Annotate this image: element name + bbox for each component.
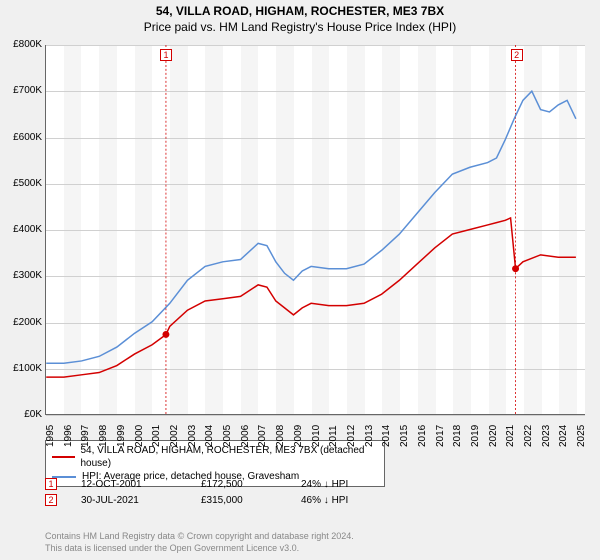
xtick-label: 1997	[80, 419, 91, 447]
xtick-label: 2021	[505, 419, 516, 447]
transaction-table: 1 12-OCT-2001£172,50024% ↓ HPI 2 30-JUL-202…	[45, 478, 401, 510]
ytick-label: £100K	[2, 363, 42, 374]
transaction-date: 30-JUL-2021	[81, 495, 201, 506]
title-area: 54, VILLA ROAD, HIGHAM, ROCHESTER, ME3 7…	[0, 0, 600, 36]
xtick-label: 2011	[328, 419, 339, 447]
chart-lines	[46, 45, 585, 414]
ytick-label: £700K	[2, 85, 42, 96]
ytick-label: £500K	[2, 178, 42, 189]
transaction-row: 1 12-OCT-2001£172,50024% ↓ HPI	[45, 478, 401, 490]
ytick-label: £800K	[2, 39, 42, 50]
xtick-label: 2000	[134, 419, 145, 447]
xtick-label: 2006	[240, 419, 251, 447]
xtick-label: 2005	[222, 419, 233, 447]
chart-subtitle: Price paid vs. HM Land Registry's House …	[0, 20, 600, 34]
legend-swatch	[52, 456, 75, 458]
legend-item: 54, VILLA ROAD, HIGHAM, ROCHESTER, ME3 7…	[52, 444, 378, 470]
chart-title: 54, VILLA ROAD, HIGHAM, ROCHESTER, ME3 7…	[0, 4, 600, 18]
xtick-label: 2015	[399, 419, 410, 447]
xtick-label: 1995	[45, 419, 56, 447]
transaction-price: £315,000	[201, 495, 301, 506]
transaction-date: 12-OCT-2001	[81, 479, 201, 490]
ytick-label: £600K	[2, 132, 42, 143]
xtick-label: 1996	[63, 419, 74, 447]
xtick-label: 2025	[576, 419, 587, 447]
xtick-label: 2008	[275, 419, 286, 447]
xtick-label: 2018	[452, 419, 463, 447]
xtick-label: 2002	[169, 419, 180, 447]
xtick-label: 1998	[98, 419, 109, 447]
xtick-label: 2007	[257, 419, 268, 447]
xtick-label: 2024	[558, 419, 569, 447]
footer-line-1: Contains HM Land Registry data © Crown c…	[45, 530, 354, 542]
ytick-label: £0K	[2, 409, 42, 420]
xtick-label: 1999	[116, 419, 127, 447]
chart-plot-area: 12	[45, 45, 585, 415]
sale-marker-box: 1	[160, 49, 172, 61]
transaction-row: 2 30-JUL-2021£315,00046% ↓ HPI	[45, 494, 401, 506]
transaction-marker: 2	[45, 494, 57, 506]
xtick-label: 2001	[151, 419, 162, 447]
sale-marker-box: 2	[511, 49, 523, 61]
transaction-price: £172,500	[201, 479, 301, 490]
xtick-label: 2012	[346, 419, 357, 447]
ytick-label: £300K	[2, 270, 42, 281]
xtick-label: 2016	[417, 419, 428, 447]
ytick-label: £400K	[2, 224, 42, 235]
xtick-label: 2023	[541, 419, 552, 447]
ytick-label: £200K	[2, 317, 42, 328]
xtick-label: 2014	[381, 419, 392, 447]
transaction-hpi: 24% ↓ HPI	[301, 479, 401, 490]
xtick-label: 2010	[311, 419, 322, 447]
xtick-label: 2020	[488, 419, 499, 447]
xtick-label: 2019	[470, 419, 481, 447]
transaction-hpi: 46% ↓ HPI	[301, 495, 401, 506]
xtick-label: 2017	[435, 419, 446, 447]
xtick-label: 2003	[187, 419, 198, 447]
chart-container: 54, VILLA ROAD, HIGHAM, ROCHESTER, ME3 7…	[0, 0, 600, 560]
footer-line-2: This data is licensed under the Open Gov…	[45, 542, 354, 554]
footer-attribution: Contains HM Land Registry data © Crown c…	[45, 530, 354, 554]
legend-label: 54, VILLA ROAD, HIGHAM, ROCHESTER, ME3 7…	[81, 444, 379, 470]
xtick-label: 2022	[523, 419, 534, 447]
xtick-label: 2013	[364, 419, 375, 447]
transaction-marker: 1	[45, 478, 57, 490]
xtick-label: 2004	[204, 419, 215, 447]
xtick-label: 2009	[293, 419, 304, 447]
gridline	[46, 415, 585, 416]
